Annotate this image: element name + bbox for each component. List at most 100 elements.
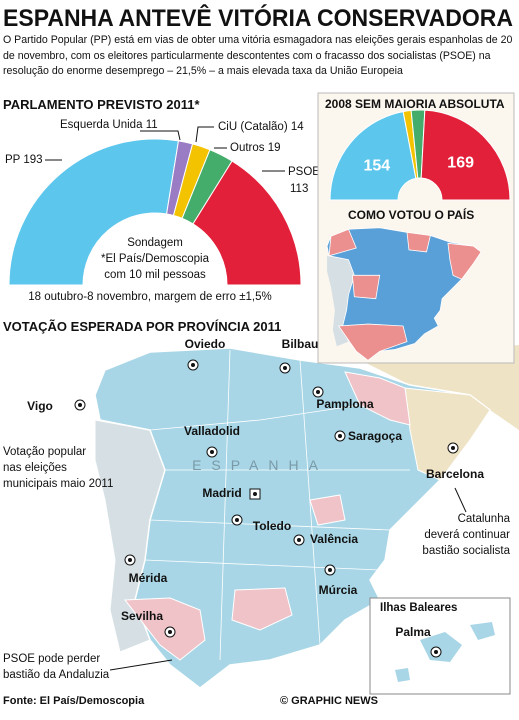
legend-name: PP xyxy=(5,154,21,166)
cities: Oviedo Bilbau Vigo Pamplona Valladolid Sarago… xyxy=(27,337,484,658)
chart-title: 2008 SEM MAIORIA ABSOLUTA xyxy=(325,97,505,111)
city-label: Palma xyxy=(395,625,431,639)
city-label: Bilbau xyxy=(282,337,319,351)
leaders xyxy=(45,126,285,172)
inset-title: Ilhas Baleares xyxy=(380,602,457,614)
city-label: Múrcia xyxy=(319,583,358,597)
note: Votação popular xyxy=(3,446,86,458)
small-map xyxy=(326,227,482,361)
chart-note: 18 outubro-8 novembro, margem de erro ±1… xyxy=(28,291,271,303)
pink-region xyxy=(309,494,346,526)
note: bastião socialista xyxy=(422,545,510,557)
legend-name: CiU (Catalão) xyxy=(218,121,288,133)
legend-value: 113 xyxy=(290,183,308,195)
annotation: com 10 mil pessoas xyxy=(104,269,206,281)
half-donut: 154 169 xyxy=(329,109,511,201)
slice xyxy=(192,160,302,286)
legend-label: PP 193 xyxy=(5,154,43,166)
leader xyxy=(454,487,467,513)
note: bastião da Andaluzia xyxy=(3,669,110,681)
legend-name: Outros xyxy=(230,142,265,154)
border xyxy=(299,359,321,646)
chart-title: PARLAMENTO PREVISTO 2011* xyxy=(3,97,200,112)
note: deverá continuar xyxy=(424,529,510,541)
city-label: Toledo xyxy=(253,519,291,533)
pink-region xyxy=(447,242,482,280)
map-title: VOTAÇÃO ESPERADA POR PROVÍNCIA 2011 xyxy=(3,319,281,334)
city-dot xyxy=(210,450,214,454)
pink-region xyxy=(351,274,381,300)
slice xyxy=(329,111,417,201)
city-dot xyxy=(168,630,172,634)
city-label: Oviedo xyxy=(185,337,226,351)
city-label: Barcelona xyxy=(426,467,484,481)
city-label: Pamplona xyxy=(316,397,374,411)
city-dot xyxy=(78,403,82,407)
source: Fonte: El País/Demoscopia xyxy=(3,695,145,707)
city-dot xyxy=(235,518,239,522)
city-dot xyxy=(253,492,257,496)
leader xyxy=(195,126,214,143)
note: PSOE pode perder xyxy=(3,653,100,665)
city-label: Vigo xyxy=(27,399,53,413)
note: nas eleições xyxy=(3,462,67,474)
city-dot xyxy=(338,434,342,438)
half-donut xyxy=(8,138,302,286)
city-dot xyxy=(297,538,301,542)
city-dot xyxy=(328,568,332,572)
annotation: Sondagem xyxy=(127,237,183,249)
portugal xyxy=(327,255,355,347)
legend-label: Esquerda Unida 11 xyxy=(60,119,158,131)
city-label: Mérida xyxy=(129,571,168,585)
note: municipais maio 2011 xyxy=(3,478,113,490)
border xyxy=(149,404,361,431)
city-dot xyxy=(191,363,195,367)
france xyxy=(360,345,519,430)
city-dot xyxy=(434,650,438,654)
slice xyxy=(8,138,180,286)
island xyxy=(420,632,462,662)
credit: © GRAPHIC NEWS xyxy=(280,695,378,707)
pink-region xyxy=(328,228,357,257)
city-label: Saragoça xyxy=(348,429,402,443)
city-dot xyxy=(451,446,455,450)
border xyxy=(219,349,231,661)
legend-label: CiU (Catalão) 14 xyxy=(218,121,304,133)
notes: Votação popular nas eleições municipais ma… xyxy=(3,446,511,681)
island xyxy=(470,622,495,640)
legend-value: 193 xyxy=(23,154,42,166)
city-dot xyxy=(283,366,287,370)
pink-region xyxy=(231,587,293,631)
pink-region xyxy=(406,231,431,253)
city-label: Madrid xyxy=(202,486,241,500)
province-borders xyxy=(144,349,410,661)
city-dot xyxy=(128,558,132,562)
legend-name: PSOE xyxy=(288,166,320,178)
slice xyxy=(420,109,511,201)
note: Catalunha xyxy=(458,513,511,525)
value-label: 154 xyxy=(363,157,390,174)
island xyxy=(395,668,410,682)
legend-value: 14 xyxy=(291,121,304,133)
legend-name: Esquerda Unida xyxy=(60,119,143,131)
pink-region xyxy=(338,323,408,361)
spain-map xyxy=(94,345,519,695)
legend-value: 19 xyxy=(268,142,281,154)
city-dot xyxy=(316,390,320,394)
catalonia xyxy=(404,387,491,481)
legend-value: 11 xyxy=(146,119,158,131)
map-title: COMO VOTOU O PAÍS xyxy=(348,207,474,222)
title: ESPANHA ANTEVÊ VITÓRIA CONSERVADORA xyxy=(3,4,513,32)
pink-region xyxy=(124,597,206,661)
annotation: *El País/Demoscopia xyxy=(101,253,210,265)
value-label: 169 xyxy=(447,154,474,171)
country-label: ESPANHA xyxy=(192,457,328,473)
intro: O Partido Popular (PP) está em vias de o… xyxy=(3,34,513,77)
city-label: Sevilha xyxy=(121,609,163,623)
spain xyxy=(94,347,492,689)
leader xyxy=(109,659,173,671)
border xyxy=(144,559,381,571)
city-label: Valladolid xyxy=(184,424,240,438)
